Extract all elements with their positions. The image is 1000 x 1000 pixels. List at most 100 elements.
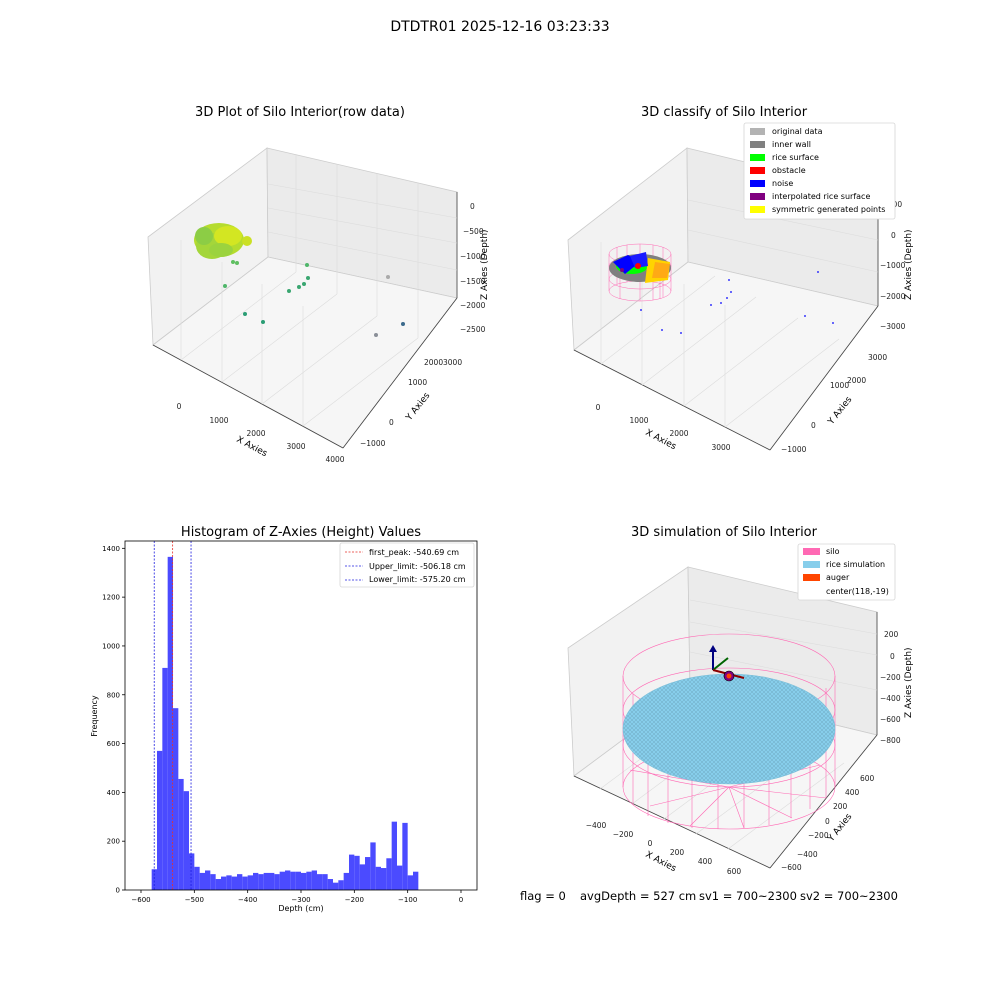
panel-classify-legend: original data inner wall rice surface ob… [743,122,896,220]
histogram-bar [194,866,200,890]
tick-label: 1000 [209,416,228,425]
tick-label: −100 [398,896,417,904]
tick-label: −1000 [360,439,386,448]
tick-label: 200 [107,838,120,846]
tick-label: 3000 [711,443,730,452]
tick-label: 3000 [443,358,462,367]
histogram-bar [343,872,349,890]
status-footer: flag = 0 avgDepth = 527 cm sv1 = 700~230… [520,889,898,903]
histogram-bar [237,874,243,890]
histogram-bar [290,871,296,890]
tick-label: 0 [177,402,182,411]
tick-label: 4000 [325,455,344,464]
histogram-bar [226,875,232,890]
panel-simulation-y-ticks: −600 −400 −200 0 200 400 600 [781,774,875,872]
tick-label: −500 [463,227,484,236]
tick-label: 0 [459,896,463,904]
panel-classify: 3D classify of Silo Interior 0 1000 2000… [567,105,914,454]
legend-upper-limit: Upper_limit: -506.18 cm [369,562,466,571]
histogram-bar [242,876,248,890]
histogram-bar [306,871,312,890]
panel-raw-axes-box: 0 1000 2000 3000 4000 X Axies −1000 0 10… [147,147,490,464]
histogram-bar [269,872,275,890]
tick-label: 0 [470,202,475,211]
histogram-y-ticks: 0 200 400 600 800 1000 1200 1400 [102,545,125,895]
histogram-bar [274,874,280,890]
tick-label: −2000 [460,301,486,310]
panel-raw-y-ticks: −1000 0 1000 2000 3000 [360,358,462,448]
histogram-bar [381,868,387,890]
histogram-bar [253,872,259,890]
legend-auger: auger [826,573,850,582]
histogram-bar [173,708,179,890]
histogram-bar [285,870,291,890]
legend-rice-simulation: rice simulation [826,560,885,569]
histogram-bar [349,854,355,890]
histogram-x-ticks: −600 −500 −400 −300 −200 −100 0 [131,890,463,904]
legend-original-data: original data [772,127,823,136]
histogram-bar [317,874,323,890]
histogram-bar [365,857,371,890]
tick-label: −200 [613,830,634,839]
histogram-bar [162,667,168,890]
panel-raw-zlabel: Z Axies (Depth) [480,229,490,300]
tick-label: 400 [845,788,860,797]
panel-histogram: Histogram of Z-Axies (Height) Values −60… [90,525,478,913]
histogram-bar [157,750,163,890]
figure-title: DTDTR01 2025-12-16 03:23:33 [390,19,609,35]
tick-label: 0 [825,817,830,826]
panel-raw-xlabel: X Axies [235,435,269,460]
tick-label: −1500 [460,277,486,286]
panel-classify-y-ticks: −1000 0 1000 2000 3000 [781,353,887,454]
tick-label: −600 [781,863,802,872]
tick-label: −400 [797,850,818,859]
legend-noise: noise [772,179,793,188]
panel-simulation-x-ticks: −400 −200 0 200 400 600 [586,821,742,876]
auger-marker [709,645,745,682]
panel-classify-point-cloud [608,243,834,334]
tick-label: 1000 [629,416,648,425]
histogram-bar [247,875,253,890]
legend-swatch [750,141,765,148]
histogram-bar [199,872,205,890]
tick-label: −1000 [781,445,807,454]
tick-label: −2000 [880,292,906,301]
tick-label: 200 [833,802,848,811]
panel-classify-z-ticks: 1000 0 −1000 −2000 −3000 [880,200,906,331]
legend-lower-limit: Lower_limit: -575.20 cm [369,575,466,584]
histogram-bar [295,871,301,890]
histogram-bar [210,874,216,890]
histogram-bar [279,871,285,890]
legend-silo: silo [826,547,840,556]
tick-label: 0 [648,839,653,848]
tick-label: 0 [596,403,601,412]
tick-label: 2000 [246,429,265,438]
tick-label: 3000 [286,442,305,451]
tick-label: −1000 [880,261,906,270]
tick-label: −1000 [460,252,486,261]
legend-swatch [750,206,765,213]
flag-value: flag = 0 [520,889,566,903]
tick-label: −800 [880,736,901,745]
histogram-reference-lines [153,541,192,890]
panel-simulation-legend: silo rice simulation auger center(118,-1… [797,543,896,601]
panel-raw-point-cloud [194,223,405,337]
tick-label: −300 [291,896,310,904]
histogram-bar [263,872,269,890]
legend-first-peak: first_peak: -540.69 cm [369,548,459,557]
histogram-bar [327,879,333,890]
histogram-bar [151,869,157,890]
tick-label: −600 [131,896,150,904]
histogram-bar [167,556,173,890]
panel-raw-x-ticks: 0 1000 2000 3000 4000 [177,402,345,464]
tick-label: −400 [238,896,257,904]
panel-simulation-title: 3D simulation of Silo Interior [631,525,818,540]
tick-label: −400 [586,821,607,830]
legend-interpolated-rice-surface: interpolated rice surface [772,192,870,201]
histogram-bar [231,876,237,890]
tick-label: 1000 [408,378,427,387]
tick-label: 800 [107,691,120,699]
tick-label: 3000 [868,353,887,362]
panel-raw-z-ticks: 0 −500 −1000 −1500 −2000 −2500 [460,202,486,334]
tick-label: −200 [808,831,829,840]
